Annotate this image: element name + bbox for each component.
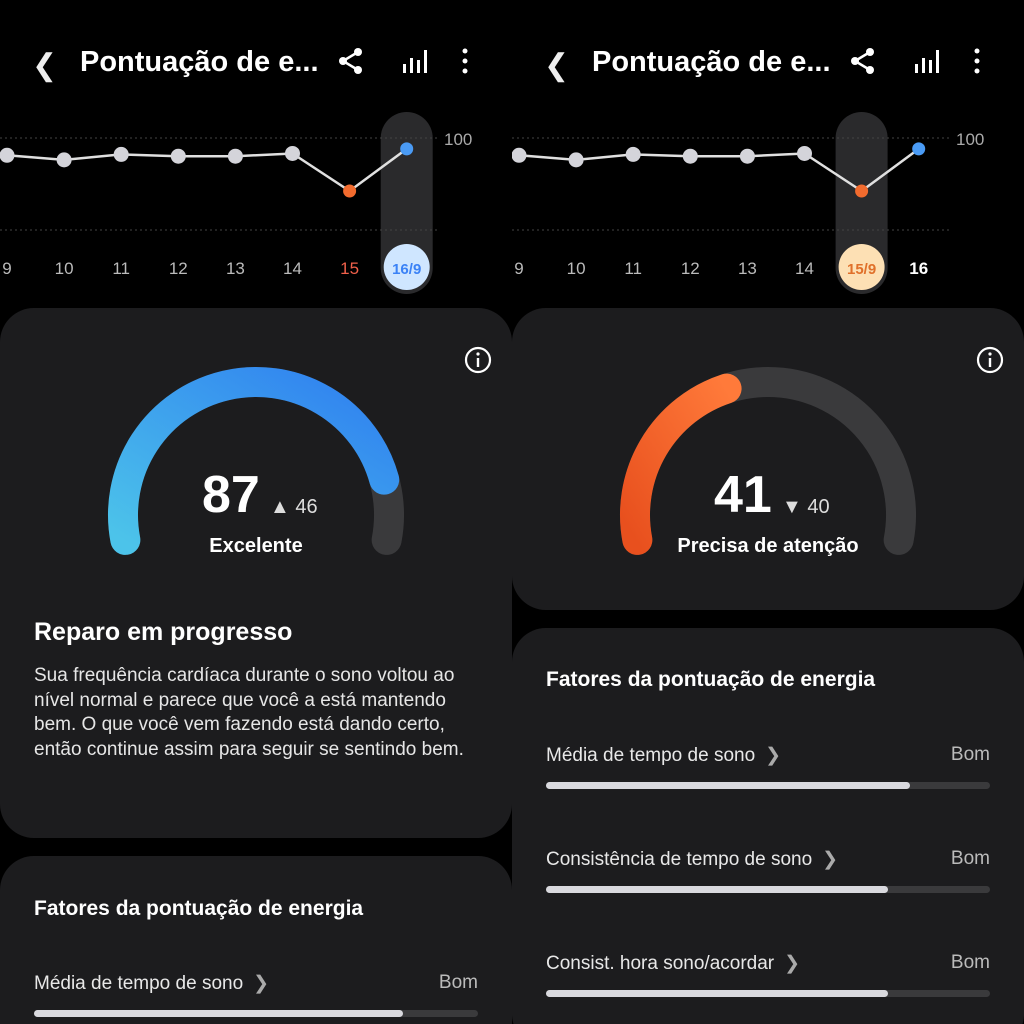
series-line xyxy=(518,147,920,193)
x-tick-label: 15/9 xyxy=(847,261,876,278)
back-button[interactable]: ❮ xyxy=(544,49,570,82)
data-point xyxy=(855,184,869,198)
info-icon[interactable] xyxy=(976,346,1004,374)
arrow-down-icon: ▼ xyxy=(782,496,802,518)
data-point xyxy=(56,152,72,168)
factor-progress-fill xyxy=(34,1010,403,1017)
panel-day-16: ❮ Pontuação de e... 100 9 10 11 12 13 14 15 16/9… xyxy=(0,40,512,1024)
y-tick-label: 100 xyxy=(444,130,472,149)
data-point xyxy=(343,184,357,198)
factors-title: Fatores da pontuação de energia xyxy=(546,668,876,691)
factor-label: Média de tempo de sono xyxy=(546,745,756,766)
x-tick-label: 13 xyxy=(738,259,757,278)
factor-value: Bom xyxy=(950,744,990,765)
energy-score-chart[interactable]: 100 9 10 11 12 13 14 15 16/9 xyxy=(0,100,512,300)
factor-item[interactable]: Consistência de tempo de sono ❯ Bom xyxy=(546,848,990,893)
score-value: 87 xyxy=(202,466,260,524)
y-tick-label: 100 xyxy=(956,130,984,149)
x-tick-label: 14 xyxy=(795,259,814,278)
factor-item[interactable]: Média de tempo de sono ❯ Bom xyxy=(546,744,990,789)
data-point xyxy=(170,148,186,164)
back-button[interactable]: ❮ xyxy=(32,49,58,82)
x-tick-label: 9 xyxy=(514,259,523,278)
factor-item[interactable]: Consist. hora sono/acordar ❯ Bom xyxy=(546,952,990,997)
x-tick-label: 15 xyxy=(340,259,359,278)
series-line xyxy=(6,147,408,193)
x-tick-label: 16 xyxy=(909,259,928,278)
selected-date-badge xyxy=(838,244,885,290)
score-delta: ▲ 46 xyxy=(270,496,318,518)
x-tick-label: 10 xyxy=(55,259,74,278)
insight-heading: Reparo em progresso xyxy=(34,618,293,646)
data-point xyxy=(285,145,300,161)
data-point xyxy=(113,146,129,162)
chart-icon[interactable] xyxy=(400,46,430,76)
factor-progress xyxy=(546,782,990,789)
data-point xyxy=(568,152,584,168)
x-tick-label: 11 xyxy=(624,259,642,278)
factors-title: Fatores da pontuação de energia xyxy=(34,897,364,920)
factors-card xyxy=(0,856,512,1024)
more-options-icon[interactable] xyxy=(450,46,480,76)
factor-item[interactable]: Média de tempo de sono ❯ Bom xyxy=(34,972,478,1017)
header: ❮ Pontuação de e... xyxy=(512,40,1024,86)
factor-value: Bom xyxy=(950,848,990,869)
factor-label: Consistência de tempo de sono xyxy=(546,849,813,870)
selected-date-badge xyxy=(383,244,430,290)
factor-progress-fill xyxy=(546,990,888,997)
score-value: 41 xyxy=(714,466,772,524)
insight-description: Sua frequência cardíaca durante o sono v… xyxy=(34,665,464,760)
score-gauge xyxy=(620,367,916,555)
panel-day-15: ❮ Pontuação de e... 100 9 10 11 12 13 14 15/9 16… xyxy=(512,0,1024,1024)
score-gauge xyxy=(108,367,404,555)
factor-value: Bom xyxy=(950,952,990,973)
gauge-fill xyxy=(108,367,400,555)
x-tick-label: 16/9 xyxy=(392,261,421,278)
data-point xyxy=(512,147,527,163)
x-tick-label: 9 xyxy=(2,259,11,278)
score-delta: ▼ 40 xyxy=(782,496,830,518)
x-tick-label: 14 xyxy=(283,259,302,278)
chevron-right-icon: ❯ xyxy=(784,953,801,974)
more-options-icon[interactable] xyxy=(962,46,992,76)
factor-progress xyxy=(546,990,990,997)
data-point xyxy=(0,147,15,163)
data-point xyxy=(797,145,812,161)
data-point xyxy=(625,146,641,162)
data-point xyxy=(912,142,926,156)
chevron-right-icon: ❯ xyxy=(765,745,782,766)
energy-score-chart[interactable]: 100 9 10 11 12 13 14 15/9 16 xyxy=(512,100,1024,300)
factor-progress-fill xyxy=(546,782,911,789)
factor-label: Média de tempo de sono xyxy=(34,973,244,994)
factor-progress-fill xyxy=(546,886,888,893)
score-card xyxy=(512,308,1024,610)
x-tick-label: 13 xyxy=(226,259,245,278)
data-point xyxy=(227,148,243,164)
factor-progress xyxy=(546,886,990,893)
share-icon[interactable] xyxy=(848,46,878,76)
page-title: Pontuação de e... xyxy=(80,46,319,78)
chevron-right-icon: ❯ xyxy=(253,973,270,994)
factor-label: Consist. hora sono/acordar xyxy=(546,953,775,974)
page-title: Pontuação de e... xyxy=(592,46,831,78)
gauge-fill xyxy=(620,373,742,555)
score-status: Excelente xyxy=(209,535,303,557)
data-point xyxy=(400,142,414,156)
factors-card xyxy=(512,628,1024,1024)
header: ❮ Pontuação de e... xyxy=(0,40,512,86)
factor-progress xyxy=(34,1010,478,1017)
info-icon[interactable] xyxy=(464,346,492,374)
chevron-right-icon: ❯ xyxy=(822,849,839,870)
x-tick-label: 11 xyxy=(112,259,130,278)
x-tick-label: 12 xyxy=(681,259,700,278)
arrow-up-icon: ▲ xyxy=(270,496,290,518)
x-tick-label: 12 xyxy=(169,259,188,278)
score-status: Precisa de atenção xyxy=(677,535,859,557)
x-tick-label: 10 xyxy=(567,259,586,278)
factor-value: Bom xyxy=(438,972,478,993)
data-point xyxy=(739,148,755,164)
data-point xyxy=(682,148,698,164)
share-icon[interactable] xyxy=(336,46,366,76)
chart-icon[interactable] xyxy=(912,46,942,76)
